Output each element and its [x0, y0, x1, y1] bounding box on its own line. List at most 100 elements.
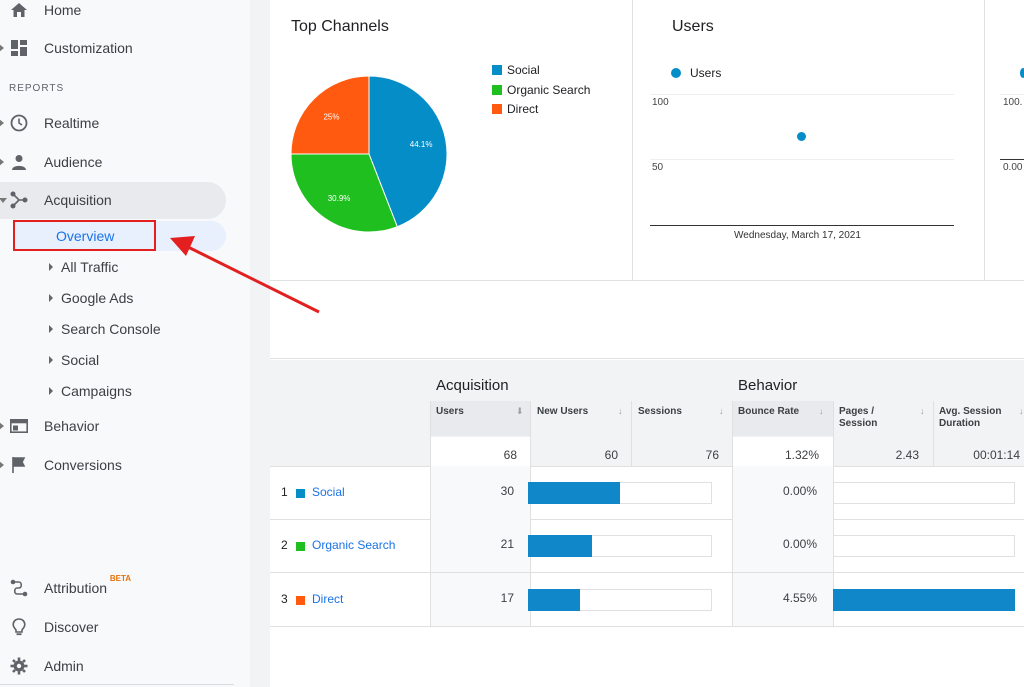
users-data-point[interactable] [797, 132, 806, 141]
pie-slice-social[interactable] [368, 75, 448, 228]
sort-icon[interactable]: ↓ [819, 406, 824, 416]
partial-axis [1000, 159, 1024, 160]
pie-slice-organic-search[interactable] [290, 153, 398, 233]
sort-desc-icon[interactable]: ⬇ [516, 406, 524, 416]
nav-conversions-label: Conversions [44, 457, 122, 473]
row-divider [270, 519, 1024, 520]
col-separator [631, 401, 632, 466]
legend-label-organic-search: Organic Search [507, 83, 591, 97]
row-channel-link[interactable]: Organic Search [312, 538, 396, 552]
reports-section-label: REPORTS [9, 83, 65, 94]
total-bounce-cell [733, 437, 833, 466]
home-icon [10, 1, 28, 19]
caret-right-icon [49, 294, 53, 302]
partial-legend-dot [1020, 68, 1024, 78]
sort-icon[interactable]: ↓ [719, 406, 724, 416]
nav-all-traffic-label: All Traffic [61, 259, 119, 275]
pie-slice-label: 25% [323, 112, 339, 121]
beta-badge: BETA [109, 574, 132, 583]
flag-icon [10, 456, 28, 474]
cards-bottom-divider [270, 280, 1024, 281]
row-divider [270, 572, 1024, 573]
col-users-sorted-bg [430, 401, 530, 436]
col-separator [530, 401, 531, 466]
row-bounce-value: 0.00% [782, 537, 817, 551]
legend-direct: Direct [492, 102, 538, 116]
nav-customization-label: Customization [44, 40, 133, 56]
row-channel-link[interactable]: Direct [312, 592, 344, 606]
nav-discover-label: Discover [44, 619, 99, 635]
overview-annotation-box [13, 220, 156, 251]
row-users-value: 30 [500, 484, 514, 498]
nav-realtime-label: Realtime [44, 115, 100, 131]
sidebar: Home Customization REPORTS Realtime Audi… [0, 0, 250, 687]
nav-search-console[interactable]: Search Console [49, 319, 161, 339]
col-header-bounce-rate[interactable]: Bounce Rate [738, 406, 800, 417]
group-behavior-header: Behavior [738, 377, 798, 394]
caret-right-icon [0, 158, 4, 166]
total-bounce-rate: 1.32% [784, 448, 819, 462]
col-header-sessions[interactable]: Sessions [638, 406, 682, 417]
nav-attribution-label: Attribution BETA [44, 574, 131, 596]
legend-swatch-organic-search [492, 85, 502, 95]
row-color-swatch [296, 596, 305, 605]
total-sessions: 76 [705, 448, 719, 462]
col-separator [933, 401, 934, 466]
users-cell-bg [430, 573, 530, 626]
users-x-label: Wednesday, March 17, 2021 [734, 230, 861, 241]
legend-organic-search: Organic Search [492, 83, 590, 97]
legend-swatch-social [492, 65, 502, 75]
nav-home-label: Home [44, 2, 82, 18]
caret-right-icon [0, 422, 4, 430]
total-new-users: 60 [604, 448, 618, 462]
table-header [270, 360, 1024, 467]
nav-google-ads-label: Google Ads [61, 290, 134, 306]
col-separator [430, 519, 431, 572]
col-header-users[interactable]: Users [436, 406, 464, 417]
pages-bar-track [833, 535, 1015, 557]
caret-right-icon [49, 387, 53, 395]
col-separator [430, 573, 431, 626]
col-header-pages-session[interactable]: Pages / Session [839, 406, 878, 429]
nav-google-ads[interactable]: Google Ads [49, 288, 133, 308]
nav-search-console-label: Search Console [61, 321, 161, 337]
nav-social[interactable]: Social [49, 350, 99, 370]
row-index: 2 [281, 538, 288, 552]
sort-icon[interactable]: ↓ [618, 406, 623, 416]
pie-slice-direct[interactable] [290, 75, 370, 155]
card-divider [984, 0, 985, 280]
col-separator [732, 519, 733, 572]
col-header-avg-session-duration[interactable]: Avg. Session Duration [939, 406, 1002, 429]
col-separator [833, 401, 834, 466]
caret-right-icon [49, 356, 53, 364]
row-users-value: 21 [500, 537, 514, 551]
total-users-cell [431, 437, 530, 466]
partial-gridline [1000, 94, 1024, 95]
top-channels-title: Top Channels [291, 18, 389, 35]
sidebar-bottom-divider [0, 684, 234, 685]
users-y-tick-100: 100 [652, 97, 669, 108]
row-users-value: 17 [500, 591, 514, 605]
gear-icon [10, 657, 28, 675]
partial-y-tick-0: 0.00 [1003, 162, 1023, 173]
nav-campaigns[interactable]: Campaigns [49, 381, 132, 401]
table-top-border [270, 358, 1024, 359]
sort-icon[interactable]: ↓ [1019, 406, 1024, 416]
sort-icon[interactable]: ↓ [920, 406, 925, 416]
col-header-new-users[interactable]: New Users [537, 406, 589, 417]
sidebar-gutter [250, 0, 270, 687]
users-gridline-mid [650, 159, 954, 160]
top-channels-pie-chart[interactable]: 44.1% 30.9% 25% [290, 75, 448, 233]
bounce-cell-bg [733, 466, 833, 519]
caret-right-icon [49, 263, 53, 271]
partial-y-tick-100: 100. [1003, 97, 1023, 108]
person-icon [10, 153, 28, 171]
row-channel-link[interactable]: Social [312, 485, 345, 499]
users-cell-bg [430, 519, 530, 572]
new-users-bar-fill [528, 589, 580, 611]
nav-overview[interactable]: Overview [56, 228, 115, 244]
card-divider [632, 0, 633, 280]
nav-all-traffic[interactable]: All Traffic [49, 257, 118, 277]
total-pages-session: 2.43 [895, 448, 919, 462]
users-y-tick-50: 50 [652, 162, 664, 173]
